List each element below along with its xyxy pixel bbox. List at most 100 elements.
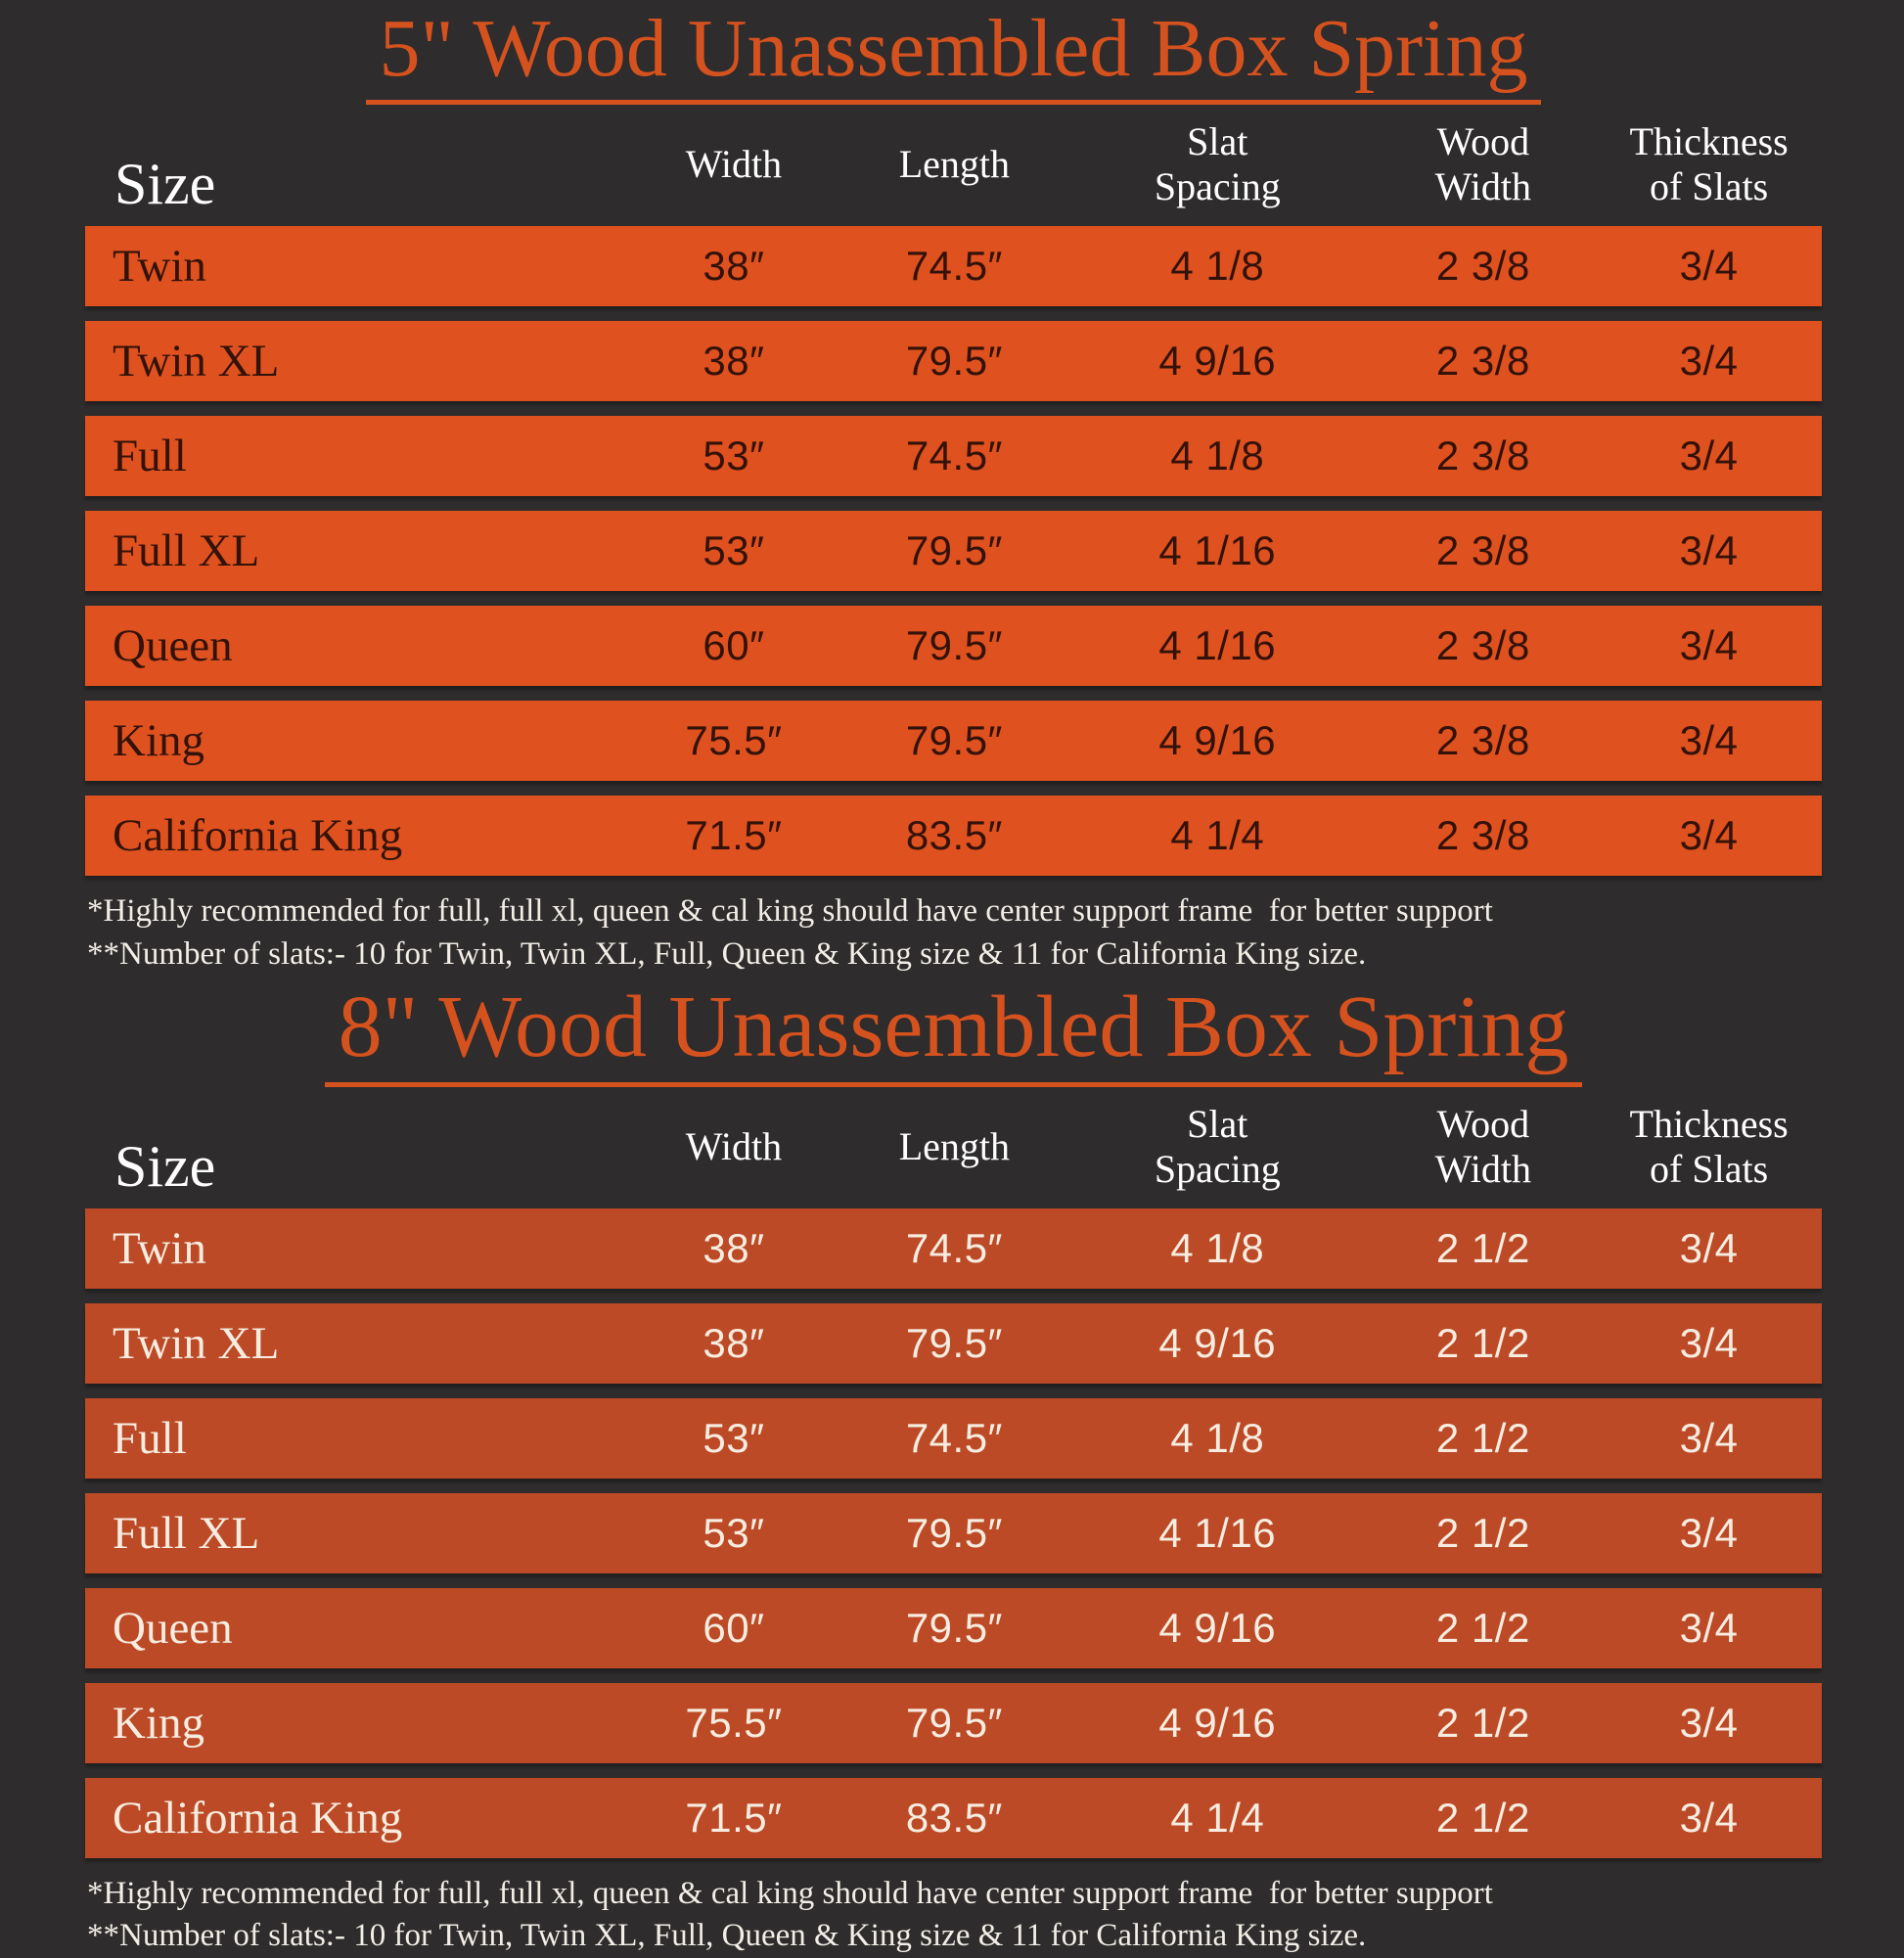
cell-size: Queen [113,620,233,672]
cell-width: 53″ [703,433,765,479]
cell-width: 53″ [703,1414,765,1461]
cell-size: Twin [113,1222,206,1274]
cell-wood-width: 2 1/2 [1435,1509,1530,1556]
cell-length: 74.5″ [905,1414,1003,1461]
cell-slat-spacing: 4 1/8 [1170,433,1265,479]
cell-wood-width: 2 3/8 [1435,527,1530,574]
cell-wood-width: 2 1/2 [1435,1319,1530,1366]
table-row-king: King 75.5″ 79.5″ 4 9/16 2 1/2 3/4 [85,1682,1822,1763]
cell-width: 38″ [703,243,765,290]
cell-length: 79.5″ [905,527,1003,574]
cell-size: California King [113,1792,403,1844]
cell-thickness: 3/4 [1679,622,1739,669]
cell-thickness: 3/4 [1679,527,1739,574]
table-row-full-xl: Full XL 53″ 79.5″ 4 1/16 2 3/8 3/4 [85,511,1822,592]
page-title-5in: 5" Wood Unassembled Box Spring [365,5,1542,106]
cell-length: 79.5″ [905,338,1003,385]
page-title-8in: 8" Wood Unassembled Box Spring [324,981,1583,1087]
cell-width: 60″ [703,1604,765,1651]
cell-width: 38″ [703,1319,765,1366]
cell-wood-width: 2 3/8 [1435,622,1530,669]
cell-thickness: 3/4 [1679,338,1739,385]
column-header-length: Length [898,1123,1011,1168]
cell-thickness: 3/4 [1679,1699,1739,1746]
column-header-size: Size [114,1133,216,1199]
cell-length: 79.5″ [905,622,1003,669]
cell-size: Full XL [113,525,260,577]
cell-size: Full [113,1412,187,1464]
cell-width: 60″ [703,622,765,669]
footnote-slat-count: **Number of slats:- 10 for Twin, Twin XL… [87,1918,1367,1954]
table-row-full: Full 53″ 74.5″ 4 1/8 2 1/2 3/4 [85,1397,1822,1479]
cell-wood-width: 2 3/8 [1435,717,1530,764]
cell-wood-width: 2 1/2 [1435,1794,1530,1841]
cell-wood-width: 2 3/8 [1435,433,1530,479]
footnote-slat-count: **Number of slats:- 10 for Twin, Twin XL… [87,935,1367,972]
cell-slat-spacing: 4 1/8 [1170,243,1265,290]
table-row-twin-xl: Twin XL 38″ 79.5″ 4 9/16 2 1/2 3/4 [85,1302,1822,1384]
cell-wood-width: 2 3/8 [1435,338,1530,385]
cell-thickness: 3/4 [1679,1604,1739,1651]
cell-size: Twin XL [113,1317,280,1369]
cell-thickness: 3/4 [1679,717,1739,764]
table-row-full: Full 53″ 74.5″ 4 1/8 2 3/8 3/4 [85,416,1822,497]
cell-wood-width: 2 1/2 [1435,1224,1530,1271]
column-header-size: Size [114,152,216,217]
footnote-support: *Highly recommended for full, full xl, q… [87,1875,1493,1911]
cell-size: King [113,715,204,767]
cell-size: Full XL [113,1507,260,1559]
cell-slat-spacing: 4 9/16 [1158,717,1277,764]
cell-slat-spacing: 4 1/16 [1158,1509,1277,1556]
footnote-support: *Highly recommended for full, full xl, q… [87,893,1493,930]
cell-width: 53″ [703,1509,765,1556]
table-body-8in: Twin 38″ 74.5″ 4 1/8 2 1/2 3/4 Twin XL 3… [85,1207,1822,1858]
cell-thickness: 3/4 [1679,812,1739,859]
column-header-slat-spacing: Slat Spacing [1154,119,1281,209]
table-row-california-king: California King 71.5″ 83.5″ 4 1/4 2 3/8 … [85,796,1822,877]
footnotes-8in: *Highly recommended for full, full xl, q… [85,1873,1822,1958]
cell-wood-width: 2 1/2 [1435,1604,1530,1651]
table-row-queen: Queen 60″ 79.5″ 4 9/16 2 1/2 3/4 [85,1587,1822,1668]
cell-size: Twin [113,241,206,293]
cell-width: 75.5″ [685,717,783,764]
cell-slat-spacing: 4 9/16 [1158,338,1277,385]
cell-thickness: 3/4 [1679,243,1739,290]
cell-width: 71.5″ [685,1794,783,1841]
box-spring-table-8in: 8" Wood Unassembled Box Spring Size Widt… [0,976,1904,1958]
cell-length: 74.5″ [905,433,1003,479]
cell-width: 38″ [703,338,765,385]
cell-size: California King [113,810,403,862]
box-spring-table-5in: 5" Wood Unassembled Box Spring Size Widt… [0,0,1904,976]
cell-length: 79.5″ [905,1604,1003,1651]
footnotes-5in: *Highly recommended for full, full xl, q… [85,890,1822,976]
table-row-full-xl: Full XL 53″ 79.5″ 4 1/16 2 1/2 3/4 [85,1492,1822,1573]
cell-length: 79.5″ [905,1319,1003,1366]
table-row-king: King 75.5″ 79.5″ 4 9/16 2 3/8 3/4 [85,701,1822,782]
cell-thickness: 3/4 [1679,1509,1739,1556]
cell-size: Full [113,431,187,482]
cell-thickness: 3/4 [1679,1794,1739,1841]
cell-length: 74.5″ [905,243,1003,290]
table-header-5in: Size Width Length Slat Spacing Wood Widt… [85,107,1822,222]
cell-slat-spacing: 4 1/4 [1170,812,1265,859]
cell-length: 74.5″ [905,1224,1003,1271]
column-header-slat-spacing: Slat Spacing [1154,1101,1281,1191]
title-wrap-8in: 8" Wood Unassembled Box Spring [85,981,1822,1087]
table-row-twin: Twin 38″ 74.5″ 4 1/8 2 1/2 3/4 [85,1207,1822,1289]
cell-length: 83.5″ [905,1794,1003,1841]
cell-slat-spacing: 4 1/8 [1170,1224,1265,1271]
table-row-twin: Twin 38″ 74.5″ 4 1/8 2 3/8 3/4 [85,226,1822,307]
cell-slat-spacing: 4 1/16 [1158,527,1277,574]
cell-width: 38″ [703,1224,765,1271]
cell-wood-width: 2 1/2 [1435,1699,1530,1746]
table-row-california-king: California King 71.5″ 83.5″ 4 1/4 2 1/2 … [85,1777,1822,1858]
table-body-5in: Twin 38″ 74.5″ 4 1/8 2 3/8 3/4 Twin XL 3… [85,226,1822,877]
cell-size: King [113,1697,204,1749]
cell-slat-spacing: 4 9/16 [1158,1319,1277,1366]
cell-slat-spacing: 4 1/16 [1158,622,1277,669]
cell-wood-width: 2 1/2 [1435,1414,1530,1461]
cell-length: 79.5″ [905,717,1003,764]
cell-wood-width: 2 3/8 [1435,812,1530,859]
title-wrap-5in: 5" Wood Unassembled Box Spring [85,5,1822,106]
column-header-wood-width: Wood Width [1434,119,1532,209]
